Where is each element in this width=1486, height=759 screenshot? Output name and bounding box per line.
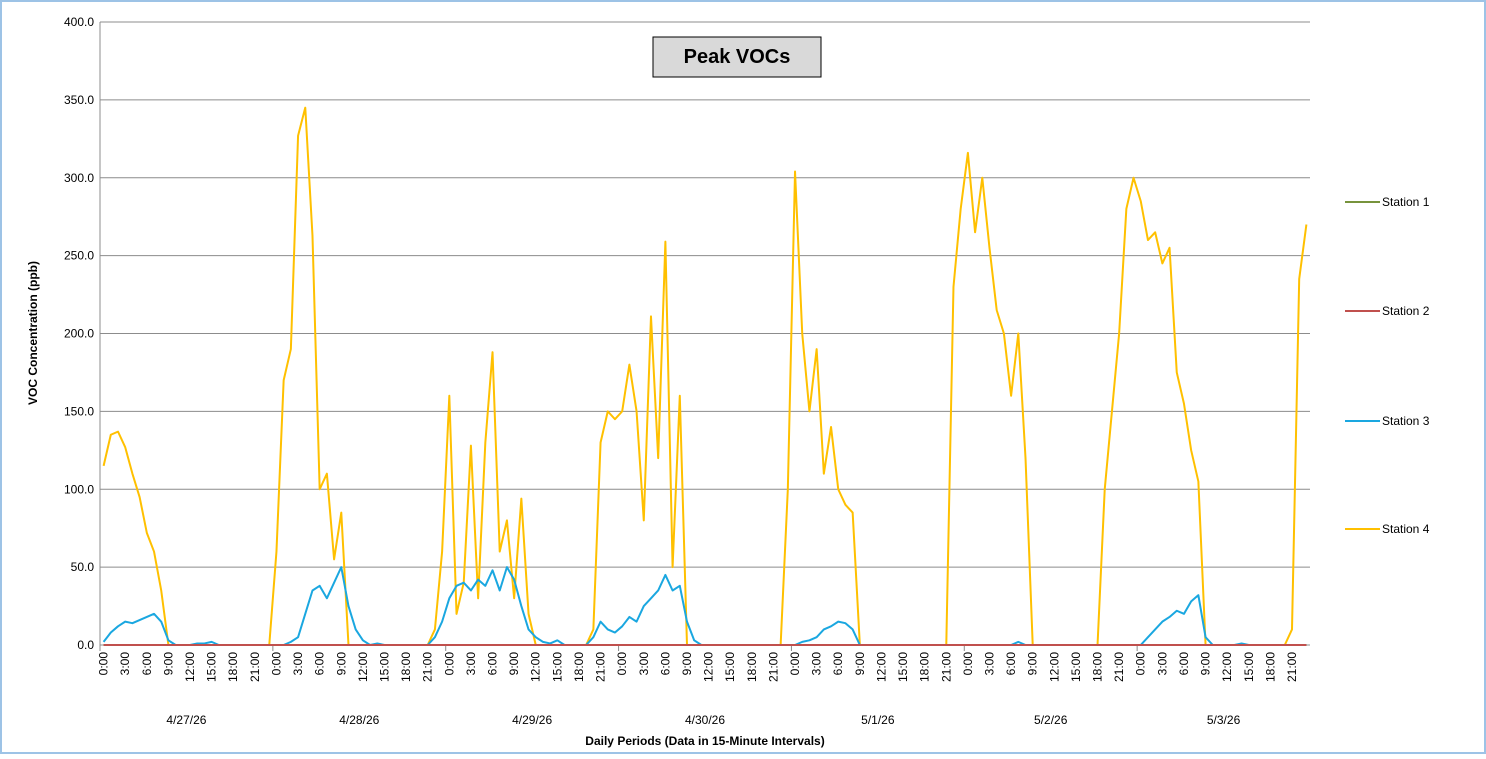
x-tick-label: 3:00 [118,652,132,676]
x-tick-label: 18:00 [1091,652,1105,682]
x-tick-label: 15:00 [205,652,219,682]
x-tick-label: 9:00 [161,652,175,676]
title-box [652,36,822,78]
x-tick-label: 9:00 [853,652,867,676]
x-tick-label: 15:00 [1242,652,1256,682]
x-axis-title: Daily Periods (Data in 15-Minute Interva… [585,734,824,748]
x-tick-label: 6:00 [140,652,154,676]
x-tick-label: 21:00 [421,652,435,682]
y-tick-label: 0.0 [77,638,94,652]
x-tick-label: 21:00 [594,652,608,682]
x-tick-label: 0:00 [615,652,629,676]
x-tick-label: 21:00 [1112,652,1126,682]
x-group-label: 5/2/26 [1034,713,1068,727]
y-tick-label: 100.0 [64,482,94,496]
x-group-label: 4/29/26 [512,713,552,727]
x-tick-label: 12:00 [183,652,197,682]
chart-title: Peak VOCs [684,46,791,68]
x-group-label: 5/1/26 [861,713,895,727]
x-tick-label: 6:00 [1004,652,1018,676]
x-tick-label: 6:00 [486,652,500,676]
x-tick-label: 3:00 [291,652,305,676]
x-tick-label: 21:00 [939,652,953,682]
x-group-label: 4/27/26 [166,713,206,727]
x-group-label: 5/3/26 [1207,713,1241,727]
x-tick-label: 3:00 [810,652,824,676]
y-tick-label: 50.0 [71,560,95,574]
x-tick-label: 15:00 [377,652,391,682]
legend-label: Station 1 [1382,195,1430,209]
x-tick-label: 12:00 [529,652,543,682]
x-tick-label: 15:00 [1069,652,1083,682]
x-tick-label: 21:00 [1285,652,1299,682]
y-tick-label: 350.0 [64,93,94,107]
x-tick-label: 12:00 [356,652,370,682]
x-tick-label: 0:00 [961,652,975,676]
x-tick-label: 9:00 [1026,652,1040,676]
x-group-label: 4/30/26 [685,713,725,727]
y-tick-label: 150.0 [64,404,94,418]
x-tick-label: 3:00 [1155,652,1169,676]
x-tick-label: 18:00 [1263,652,1277,682]
x-tick-label: 3:00 [637,652,651,676]
x-tick-label: 6:00 [831,652,845,676]
x-tick-label: 0:00 [788,652,802,676]
x-tick-label: 9:00 [334,652,348,676]
x-tick-label: 9:00 [507,652,521,676]
x-tick-label: 15:00 [896,652,910,682]
x-tick-label: 12:00 [1220,652,1234,682]
y-axis-title: VOC Concentration (ppb) [26,261,40,405]
x-tick-label: 12:00 [874,652,888,682]
legend-label: Station 4 [1382,522,1430,536]
y-tick-label: 300.0 [64,171,94,185]
x-tick-label: 0:00 [269,652,283,676]
legend-label: Station 3 [1382,414,1430,428]
x-tick-label: 6:00 [313,652,327,676]
x-tick-label: 18:00 [399,652,413,682]
x-tick-label: 21:00 [248,652,262,682]
legend-label: Station 2 [1382,304,1430,318]
x-group-label: 4/28/26 [339,713,379,727]
x-tick-label: 18:00 [572,652,586,682]
x-tick-label: 15:00 [723,652,737,682]
x-tick-label: 12:00 [702,652,716,682]
x-tick-label: 0:00 [97,652,111,676]
x-tick-label: 9:00 [1199,652,1213,676]
x-tick-label: 12:00 [1047,652,1061,682]
x-tick-label: 0:00 [1134,652,1148,676]
y-tick-label: 200.0 [64,327,94,341]
x-tick-label: 3:00 [464,652,478,676]
x-tick-label: 9:00 [680,652,694,676]
x-tick-label: 3:00 [982,652,996,676]
y-tick-label: 250.0 [64,249,94,263]
x-tick-label: 0:00 [442,652,456,676]
x-tick-label: 15:00 [550,652,564,682]
x-tick-label: 18:00 [918,652,932,682]
x-tick-label: 6:00 [658,652,672,676]
x-tick-label: 6:00 [1177,652,1191,676]
x-tick-label: 21:00 [766,652,780,682]
y-tick-label: 400.0 [64,15,94,29]
x-tick-label: 18:00 [226,652,240,682]
x-tick-label: 18:00 [745,652,759,682]
